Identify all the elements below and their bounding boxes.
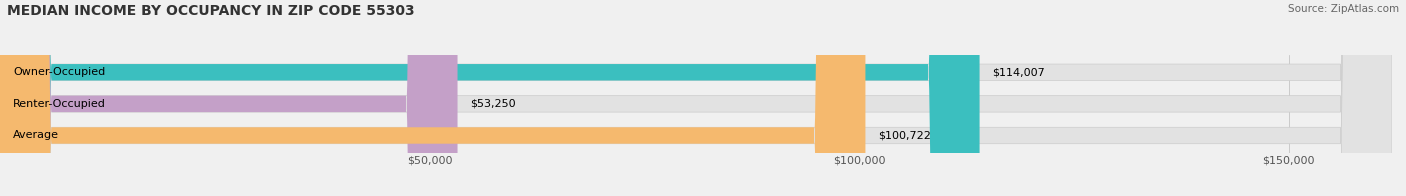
- Text: $100,722: $100,722: [879, 131, 931, 141]
- Text: Renter-Occupied: Renter-Occupied: [13, 99, 105, 109]
- Text: $53,250: $53,250: [471, 99, 516, 109]
- Text: $114,007: $114,007: [993, 67, 1045, 77]
- Text: Owner-Occupied: Owner-Occupied: [13, 67, 105, 77]
- FancyBboxPatch shape: [0, 0, 866, 196]
- Text: Source: ZipAtlas.com: Source: ZipAtlas.com: [1288, 4, 1399, 14]
- FancyBboxPatch shape: [0, 0, 980, 196]
- FancyBboxPatch shape: [0, 0, 457, 196]
- Text: MEDIAN INCOME BY OCCUPANCY IN ZIP CODE 55303: MEDIAN INCOME BY OCCUPANCY IN ZIP CODE 5…: [7, 4, 415, 18]
- Text: Average: Average: [13, 131, 59, 141]
